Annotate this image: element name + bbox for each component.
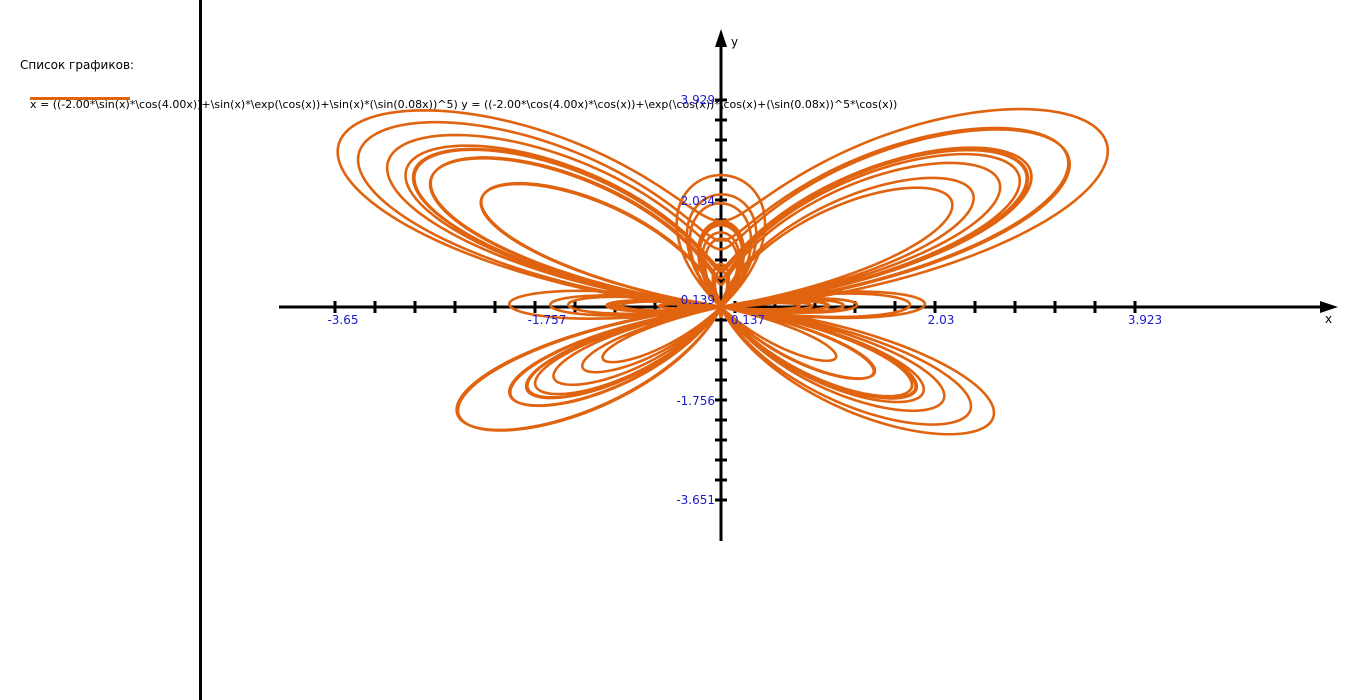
y-tick-label: 3.929 (681, 93, 715, 107)
y-tick-label: -1.756 (676, 394, 715, 408)
y-axis-arrow (715, 29, 727, 47)
x-axis-label: x (1325, 312, 1332, 326)
y-tick-label: 2.034 (681, 194, 715, 208)
curve-layer (338, 109, 1108, 434)
axes (279, 29, 1338, 541)
x-tick-label: 0.137 (731, 313, 765, 327)
x-tick-label: -3.65 (327, 313, 358, 327)
y-tick-label: 0.139 (681, 293, 715, 307)
x-tick-label: -1.757 (528, 313, 567, 327)
x-tick-label: 3.923 (1128, 313, 1162, 327)
y-tick-label: -3.651 (676, 493, 715, 507)
y-axis-label: y (731, 35, 738, 49)
series-curve (338, 109, 1108, 434)
x-tick-label: 2.03 (928, 313, 955, 327)
tick-labels: -3.65 -1.757 0.137 2.03 3.923 3.929 2.034 0.139… (327, 35, 1332, 507)
